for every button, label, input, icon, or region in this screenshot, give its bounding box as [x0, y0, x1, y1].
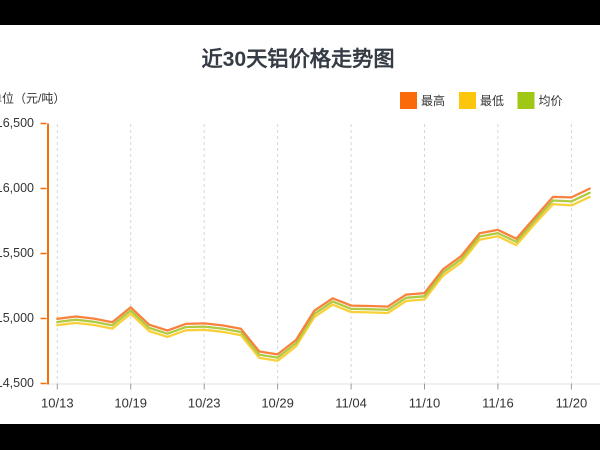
svg-text:11/10: 11/10 [409, 396, 441, 411]
svg-text:11/04: 11/04 [335, 396, 367, 411]
svg-text:近30天铝价格走势图: 近30天铝价格走势图 [201, 46, 394, 71]
svg-text:单位（元/吨）: 单位（元/吨） [0, 91, 65, 106]
svg-text:均价: 均价 [539, 94, 563, 108]
svg-text:16,000: 16,000 [0, 181, 34, 195]
svg-text:15,500: 15,500 [0, 246, 34, 260]
svg-text:16,500: 16,500 [0, 116, 34, 130]
svg-text:10/29: 10/29 [261, 396, 294, 411]
svg-text:11/20: 11/20 [556, 396, 588, 411]
svg-text:10/19: 10/19 [114, 396, 147, 411]
svg-text:11/16: 11/16 [482, 396, 514, 411]
svg-text:10/23: 10/23 [188, 396, 221, 411]
svg-text:15,000: 15,000 [0, 311, 34, 325]
svg-text:最高: 最高 [421, 93, 445, 108]
svg-text:14,500: 14,500 [0, 376, 34, 390]
svg-text:10/13: 10/13 [41, 396, 74, 411]
svg-text:最低: 最低 [480, 94, 504, 108]
